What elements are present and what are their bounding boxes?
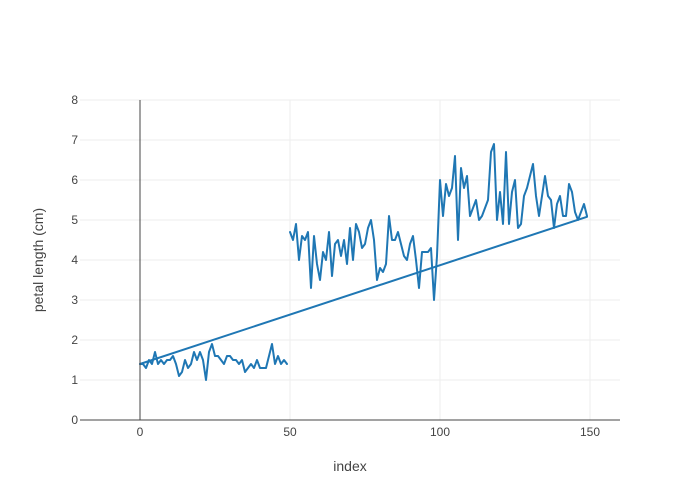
x-tick-label: 150 [580, 425, 600, 439]
trend-line [139, 215, 588, 365]
x-axis-title: index [333, 458, 366, 474]
y-tick-label: 7 [71, 133, 78, 147]
petal-length-line-1 [289, 143, 588, 301]
x-tick-label: 0 [137, 425, 144, 439]
y-tick-label: 8 [71, 93, 78, 107]
y-axis-title: petal length (cm) [30, 208, 46, 312]
grid [80, 99, 620, 420]
y-tick-label: 5 [71, 213, 78, 227]
petal-length-line-0 [139, 343, 288, 381]
x-tick-label: 50 [283, 425, 297, 439]
y-tick-label: 1 [71, 373, 78, 387]
series-layer [139, 143, 588, 381]
y-tick-label: 3 [71, 293, 78, 307]
x-tick-label: 100 [430, 425, 450, 439]
tick-labels: 0 1 2 3 4 5 6 7 8 0 50 100 150 [71, 93, 600, 439]
y-tick-label: 2 [71, 333, 78, 347]
y-tick-label: 0 [71, 413, 78, 427]
y-tick-label: 6 [71, 173, 78, 187]
y-tick-label: 4 [71, 253, 78, 267]
axes-layer [80, 100, 620, 421]
